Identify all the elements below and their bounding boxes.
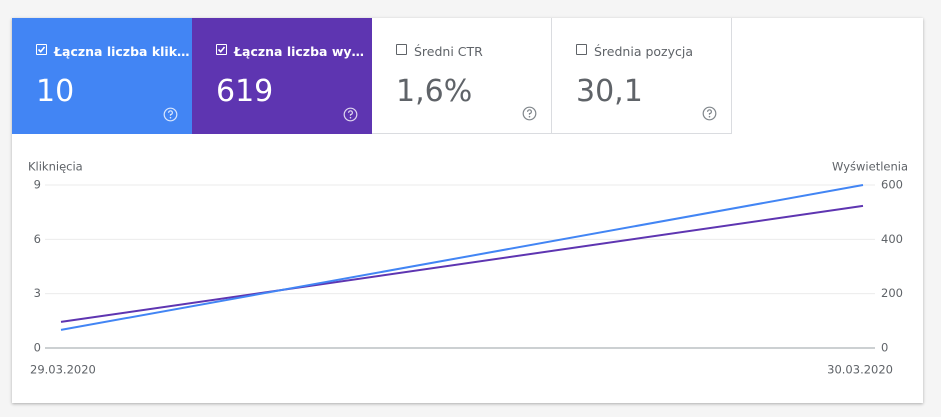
metric-value: 619 bbox=[216, 74, 274, 109]
help-glyph bbox=[163, 107, 178, 122]
metric-label: Średni CTR bbox=[414, 44, 483, 59]
y-tick-label: 9 bbox=[34, 178, 41, 192]
metric-label: Łączna liczba wy… bbox=[234, 44, 365, 59]
metric-label: Łączna liczba klik… bbox=[54, 44, 190, 59]
check-mark bbox=[217, 46, 226, 53]
metric-card[interactable]: Średni CTR 1,6% bbox=[372, 18, 552, 134]
y2-axis-title: Wyświetlenia bbox=[832, 160, 908, 174]
y-tick-label: 0 bbox=[34, 341, 41, 355]
metric-value: 1,6% bbox=[396, 74, 473, 109]
y2-tick-label: 600 bbox=[881, 178, 903, 192]
y2-tick-label: 0 bbox=[881, 341, 888, 355]
metric-value: 30,1 bbox=[576, 74, 643, 109]
checkbox[interactable] bbox=[576, 44, 587, 55]
x-tick-label: 29.03.2020 bbox=[30, 363, 96, 377]
check-mark bbox=[37, 46, 46, 53]
help-icon[interactable] bbox=[163, 107, 178, 122]
metric-card[interactable]: Średnia pozycja 30,1 bbox=[552, 18, 732, 134]
x-tick-label: 30.03.2020 bbox=[827, 363, 893, 377]
series-line bbox=[60, 204, 864, 323]
help-glyph bbox=[702, 106, 717, 121]
checkbox[interactable] bbox=[396, 44, 407, 55]
y2-tick-label: 200 bbox=[881, 286, 903, 300]
checkbox[interactable] bbox=[216, 44, 227, 55]
series-line bbox=[60, 184, 864, 331]
y-axis-title: Kliknięcia bbox=[28, 160, 83, 174]
metric-label: Średnia pozycja bbox=[594, 44, 693, 59]
metric-value: 10 bbox=[36, 74, 75, 109]
help-glyph bbox=[343, 107, 358, 122]
help-icon[interactable] bbox=[702, 106, 717, 121]
help-icon[interactable] bbox=[343, 107, 358, 122]
metric-card[interactable]: Łączna liczba klik… 10 bbox=[12, 18, 192, 134]
y-tick-label: 3 bbox=[34, 286, 41, 300]
metric-card[interactable]: Łączna liczba wy… 619 bbox=[192, 18, 372, 134]
y2-tick-label: 400 bbox=[881, 232, 903, 246]
checkbox[interactable] bbox=[36, 44, 47, 55]
help-icon[interactable] bbox=[522, 106, 537, 121]
y-tick-label: 6 bbox=[34, 232, 41, 246]
help-glyph bbox=[522, 106, 537, 121]
chart: Kliknięcia Wyświetlenia 0 3 6 9 0 200 400 600 29… bbox=[28, 160, 908, 377]
performance-panel: Łączna liczba klik… 10 Łączna liczba wy… 61… bbox=[12, 18, 923, 403]
